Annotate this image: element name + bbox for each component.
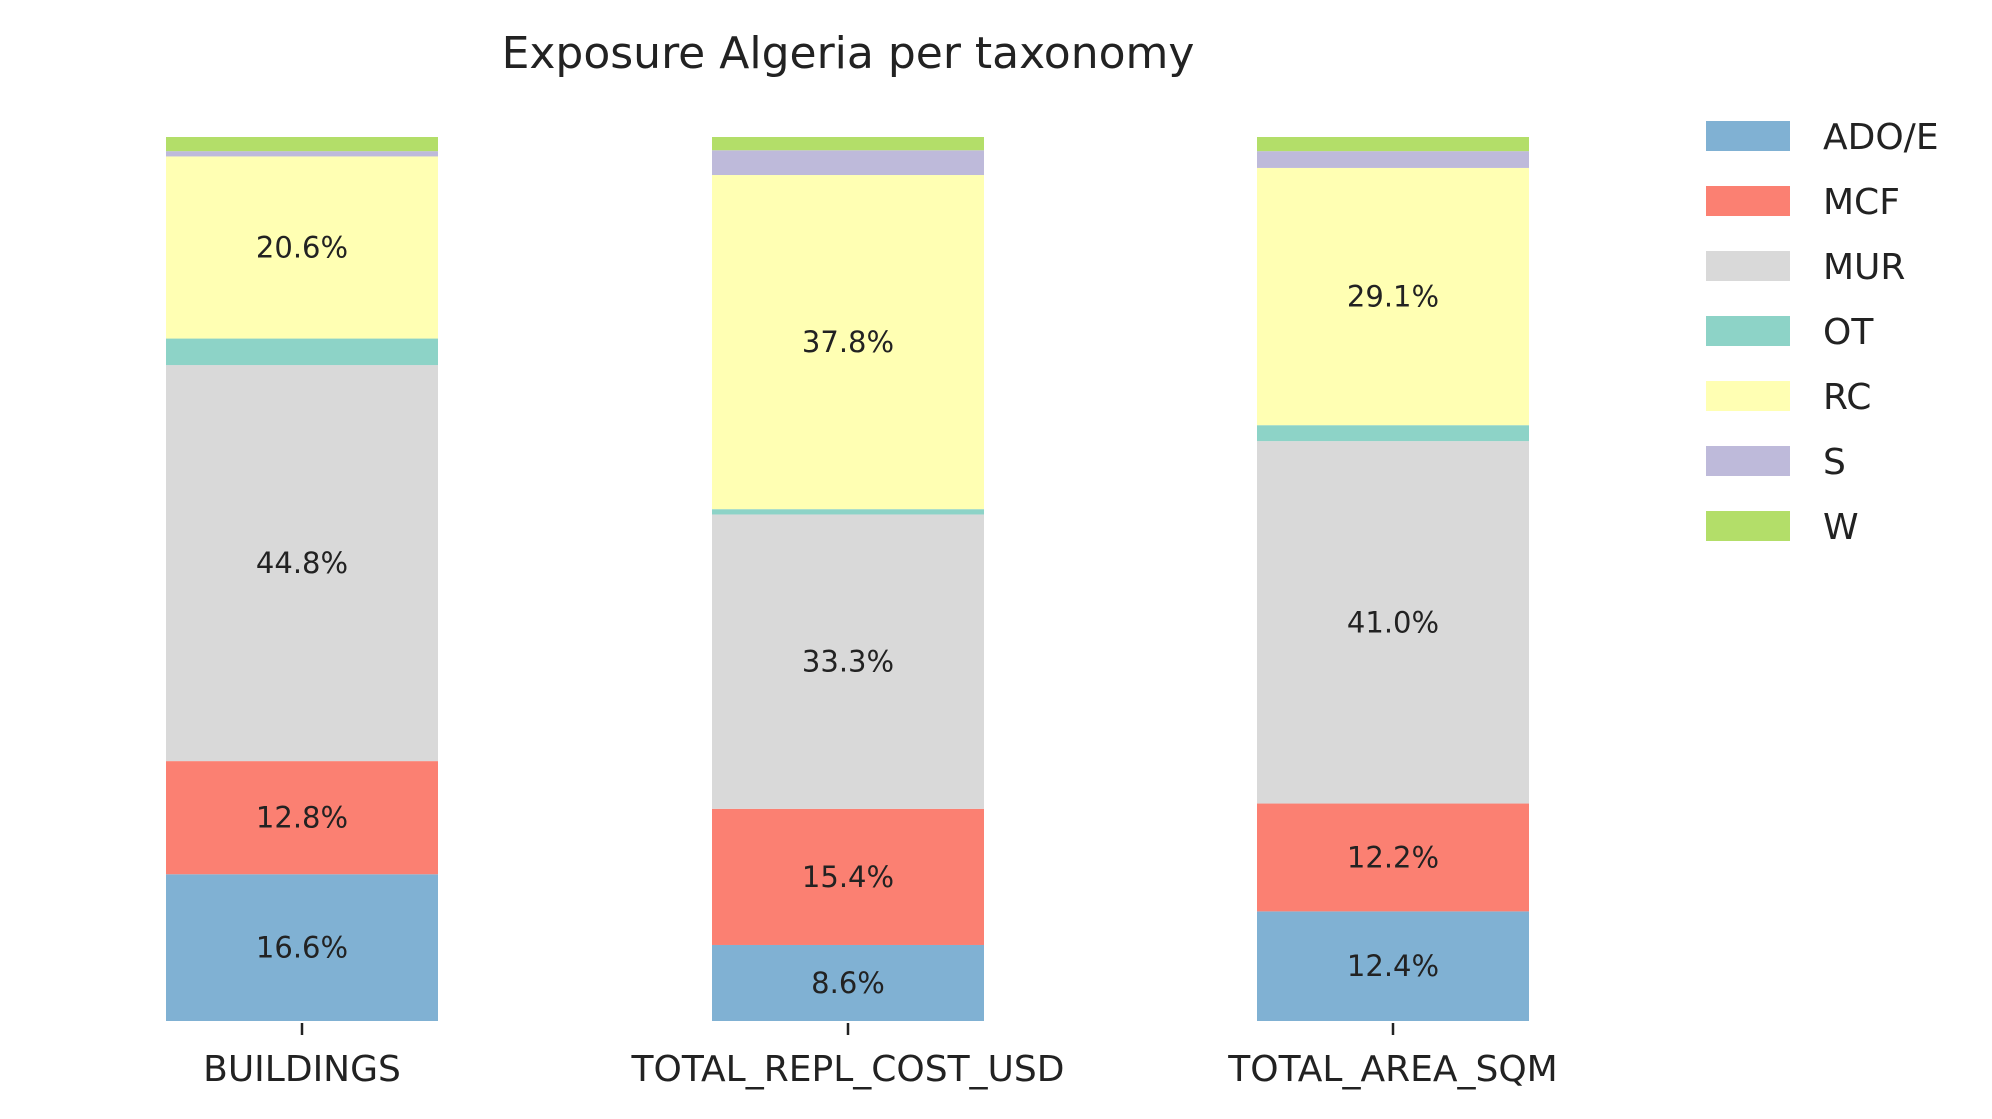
segment-label-total-repl-cost-usd-ado-e: 8.6% bbox=[811, 966, 885, 1000]
chart-title: Exposure Algeria per taxonomy bbox=[502, 28, 1195, 79]
bar-segment-total-area-sqm-ot bbox=[1257, 425, 1529, 442]
legend-swatch-ado-e bbox=[1706, 121, 1790, 151]
bar-segment-total-repl-cost-usd-mcf bbox=[712, 808, 984, 945]
legend: ADO/E MCF MUR OT RC SW bbox=[1706, 117, 1939, 548]
x-tick-label-buildings: BUILDINGS bbox=[203, 1049, 401, 1090]
segment-labels-group: 16.6% 12.8% 44.8% 20.6% 8.6% 15.4% 33.3% 37.8% 1… bbox=[256, 231, 1439, 1000]
segment-label-total-repl-cost-usd-mur: 33.3% bbox=[802, 645, 894, 679]
bar-segment-total-repl-cost-usd-ot bbox=[712, 509, 984, 515]
segment-label-total-repl-cost-usd-rc: 37.8% bbox=[802, 325, 894, 359]
bar-segment-buildings-ot bbox=[166, 338, 438, 366]
bar-segment-total-repl-cost-usd-ado-e bbox=[712, 944, 984, 1021]
segment-label-buildings-mcf: 12.8% bbox=[256, 801, 348, 835]
bar-segment-total-repl-cost-usd-w bbox=[712, 137, 984, 151]
segment-label-total-repl-cost-usd-mcf: 15.4% bbox=[802, 860, 894, 894]
legend-swatch-ot bbox=[1706, 316, 1790, 346]
bar-segment-total-area-sqm-s bbox=[1257, 151, 1529, 168]
bar-segment-buildings-w bbox=[166, 137, 438, 152]
legend-swatch-w bbox=[1706, 511, 1790, 541]
legend-label-ot: OT bbox=[1823, 312, 1874, 353]
legend-swatch-mur bbox=[1706, 251, 1790, 281]
bar-segment-buildings-mcf bbox=[166, 761, 438, 875]
segment-label-total-area-sqm-rc: 29.1% bbox=[1347, 280, 1439, 314]
bar-segment-total-repl-cost-usd-s bbox=[712, 150, 984, 176]
bar-segment-buildings-ado-e bbox=[166, 874, 438, 1021]
x-axis: BUILDINGS TOTAL_REPL_COST_USD TOTAL_AREA_S… bbox=[203, 1023, 1558, 1090]
bar-segment-total-repl-cost-usd-rc bbox=[712, 175, 984, 510]
legend-swatch-s bbox=[1706, 446, 1790, 476]
bar-segment-total-area-sqm-mcf bbox=[1257, 803, 1529, 912]
legend-label-mcf: MCF bbox=[1823, 182, 1900, 223]
bar-segment-total-area-sqm-ado-e bbox=[1257, 911, 1529, 1021]
segment-label-total-area-sqm-mur: 41.0% bbox=[1347, 605, 1439, 639]
x-tick-label-total-repl-cost-usd: TOTAL_REPL_COST_USD bbox=[631, 1049, 1065, 1090]
bar-segment-total-repl-cost-usd-mur bbox=[712, 514, 984, 809]
bar-segment-total-area-sqm-rc bbox=[1257, 167, 1529, 426]
bar-segment-total-area-sqm-w bbox=[1257, 137, 1529, 152]
bar-segment-buildings-s bbox=[166, 151, 438, 157]
bar-segment-total-area-sqm-mur bbox=[1257, 441, 1529, 804]
segment-label-buildings-mur: 44.8% bbox=[256, 546, 348, 580]
legend-swatch-rc bbox=[1706, 381, 1790, 411]
bar-segment-buildings-rc bbox=[166, 156, 438, 339]
segment-label-total-area-sqm-mcf: 12.2% bbox=[1347, 840, 1439, 874]
segment-label-buildings-rc: 20.6% bbox=[256, 231, 348, 265]
legend-label-mur: MUR bbox=[1823, 247, 1905, 288]
legend-swatch-mcf bbox=[1706, 186, 1790, 216]
bars-group bbox=[166, 137, 1529, 1021]
legend-label-ado-e: ADO/E bbox=[1823, 117, 1939, 158]
segment-label-total-area-sqm-ado-e: 12.4% bbox=[1347, 949, 1439, 983]
x-tick-label-total-area-sqm: TOTAL_AREA_SQM bbox=[1227, 1049, 1557, 1090]
legend-label-w: W bbox=[1823, 507, 1859, 548]
bar-segment-buildings-mur bbox=[166, 365, 438, 762]
legend-label-s: S bbox=[1823, 442, 1846, 483]
legend-label-rc: RC bbox=[1823, 377, 1871, 418]
segment-label-buildings-ado-e: 16.6% bbox=[256, 931, 348, 965]
